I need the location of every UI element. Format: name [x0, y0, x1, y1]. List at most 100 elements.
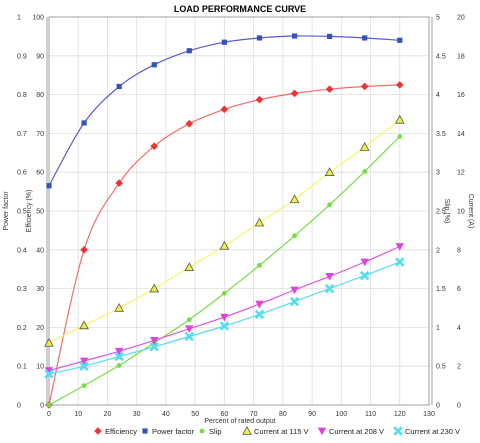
- power-factor-tick-label: 0.5: [17, 209, 27, 216]
- efficiency-point: [185, 119, 194, 128]
- slip-tick-label: 0: [436, 403, 440, 410]
- current-at-230-v-point: [149, 342, 159, 352]
- slip-point: [257, 262, 262, 268]
- efficiency-point: [80, 246, 88, 254]
- current-at-115-v-point: [324, 167, 335, 176]
- current-at-208-v-point: [325, 273, 334, 281]
- x-tick-label: 60: [220, 411, 228, 418]
- x-tick-label: 40: [162, 411, 170, 418]
- power-factor-point: [362, 35, 368, 41]
- legend-marker-current-at-208-v: [317, 427, 327, 436]
- current-at-208-v-point: [360, 258, 369, 267]
- slip-tick-label: 1: [436, 325, 440, 332]
- current-at-230-v-point: [79, 361, 89, 371]
- legend-marker-power-factor: [142, 428, 148, 434]
- x-tick-label: 0: [47, 411, 51, 418]
- current-tick-label: 2: [457, 364, 461, 371]
- legend-item-current-at-208-v: Current at 208 V: [317, 427, 384, 436]
- power-factor-tick-label: 0.1: [17, 364, 27, 371]
- legend-item-efficiency: Efficiency: [94, 427, 137, 436]
- power-factor-tick-label: 0.7: [17, 131, 27, 138]
- efficiency-tick-label: 70: [36, 131, 44, 138]
- slip-tick-label: 3.5: [436, 131, 446, 138]
- power-factor-tick-label: 0.3: [17, 286, 27, 293]
- efficiency-point: [360, 82, 369, 91]
- current-at-208-v-point: [114, 347, 124, 356]
- legend-marker-slip: [199, 428, 205, 434]
- x-tick-label: 20: [104, 411, 112, 418]
- current-tick-label: 8: [457, 247, 461, 254]
- efficiency-tick-label: 90: [36, 53, 44, 60]
- slip-point: [186, 317, 192, 323]
- current-at-208-v-point: [220, 313, 229, 322]
- x-tick-label: 90: [308, 411, 316, 418]
- efficiency-point: [115, 179, 123, 187]
- current-tick-label: 0: [457, 403, 461, 410]
- current-axis-label: Current (A): [467, 194, 474, 229]
- power-factor-tick-label: 0.4: [17, 247, 27, 254]
- current-tick-label: 20: [457, 15, 465, 22]
- efficiency-axis-label: Efficiency (%): [26, 190, 33, 233]
- x-tick-label: 100: [335, 411, 347, 418]
- x-tick-label: 80: [279, 411, 287, 418]
- x-marker-stroke: [393, 426, 403, 436]
- current-tick-label: 16: [457, 92, 465, 99]
- legend-label-efficiency: Efficiency: [105, 427, 137, 436]
- current-tick-label: 4: [457, 325, 461, 332]
- slip-tick-label: 5: [436, 15, 440, 22]
- current-at-115-v-point: [219, 240, 230, 250]
- legend-label-current-at-208-v: Current at 208 V: [329, 427, 384, 436]
- legend-label-slip: Slip: [209, 427, 222, 436]
- slip-point: [221, 290, 227, 296]
- power-factor-point: [291, 33, 298, 39]
- current-at-230-v-point: [289, 296, 300, 307]
- slip-point: [292, 233, 297, 239]
- power-factor-tick-label: 0.8: [17, 92, 27, 99]
- legend-marker-current-at-230-v: [393, 426, 403, 436]
- legend-marker-efficiency: [94, 427, 102, 435]
- current-at-115-v-point: [184, 262, 195, 272]
- power-factor-point: [256, 35, 263, 41]
- power-factor-tick-label: 0.6: [17, 170, 27, 177]
- power-factor-point: [81, 120, 87, 126]
- slip-axis-label: Slip (%): [443, 199, 450, 224]
- slip-tick-label: 3: [436, 170, 440, 177]
- x-marker-stroke: [219, 321, 230, 331]
- series-markers: [44, 33, 405, 409]
- chart-title: LOAD PERFORMANCE CURVE: [174, 4, 306, 14]
- current-tick-label: 12: [457, 170, 465, 177]
- power-factor-tick-label: 0.2: [17, 325, 27, 332]
- x-marker-stroke: [114, 351, 124, 362]
- slip-tick-label: 2: [436, 247, 440, 254]
- current-at-230-v-point: [254, 309, 265, 320]
- current-at-115-v-point: [149, 283, 160, 293]
- axes: 0 10 20 30 40 50 60 70 80 90 100 110 120 13000.10.20.…: [17, 15, 465, 419]
- efficiency-tick-label: 50: [36, 209, 44, 216]
- power-factor-point: [151, 62, 157, 68]
- power-factor-point: [116, 83, 122, 90]
- legend-item-power-factor: Power factor: [142, 427, 195, 436]
- current-at-230-v-point: [395, 257, 405, 267]
- slip-tick-label: 4: [436, 92, 440, 99]
- current-at-230-v-point: [219, 321, 230, 331]
- current-at-208-v-point: [150, 337, 159, 345]
- efficiency-point: [150, 142, 159, 151]
- slip-tick-label: 0.5: [436, 364, 446, 371]
- current-at-115-v-point: [394, 114, 405, 124]
- legend-item-current-at-115-v: Current at 115 V: [242, 425, 308, 436]
- power-factor-point: [186, 48, 192, 54]
- current-at-115-v-point: [79, 320, 89, 330]
- legend-label-current-at-230-v: Current at 230 V: [405, 427, 460, 436]
- slip-point: [362, 169, 368, 174]
- power-factor-tick-label: 1: [17, 15, 21, 22]
- efficiency-tick-label: 80: [36, 92, 44, 99]
- slip-point: [397, 134, 403, 139]
- slip-point: [116, 363, 122, 368]
- current-at-115-v-point: [359, 141, 370, 151]
- current-at-230-v-point: [184, 331, 195, 342]
- efficiency-tick-label: 20: [36, 325, 44, 332]
- x-tick-label: 10: [74, 411, 82, 418]
- x-marker-stroke: [184, 331, 195, 342]
